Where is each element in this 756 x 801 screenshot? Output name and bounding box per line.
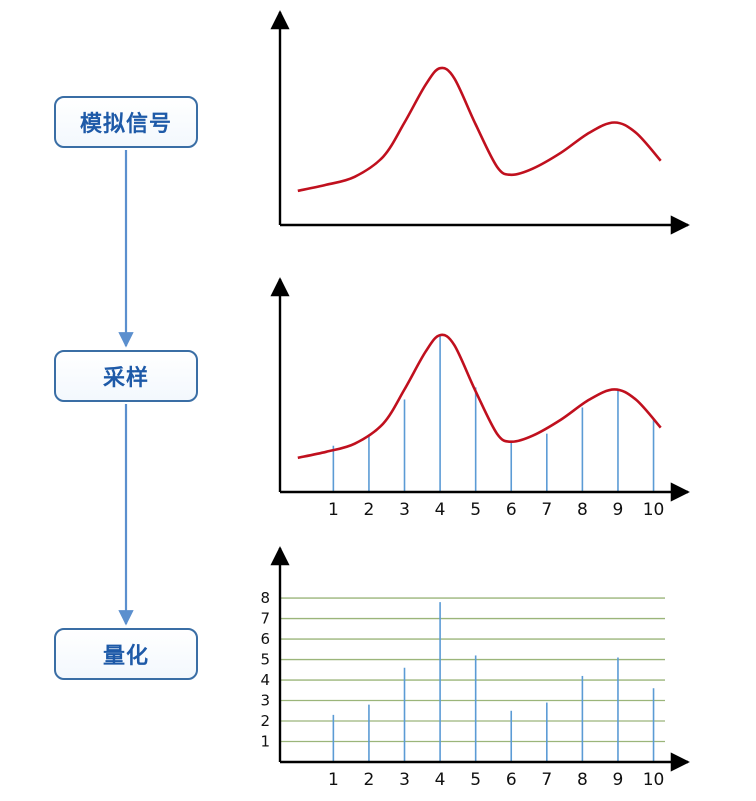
x-tick-label: 8 [577, 500, 588, 520]
step-label-quantization: 量化 [102, 644, 149, 669]
step-box-quantization: 量化 [54, 628, 198, 680]
x-tick-label: 3 [399, 500, 410, 520]
x-tick-label: 2 [364, 770, 375, 790]
x-tick-label: 2 [364, 500, 375, 520]
x-tick-label: 9 [613, 770, 624, 790]
x-tick-label: 4 [435, 770, 446, 790]
y-tick-label: 6 [260, 630, 270, 648]
step-label-analog-signal: 模拟信号 [79, 112, 172, 137]
y-tick-label: 5 [260, 651, 270, 669]
sampling-chart: 1 2 3 4 5 6 7 8 9 10 [270, 277, 690, 520]
analog-signal-curve [297, 66, 662, 193]
x-tick-label: 3 [399, 770, 410, 790]
x-tick-label: 9 [613, 500, 624, 520]
x-tick-label: 10 [643, 770, 665, 790]
y-tick-label: 4 [260, 671, 270, 689]
x-tick-label: 4 [435, 500, 446, 520]
analog-signal-chart [270, 10, 690, 235]
y-tick-label: 7 [260, 610, 270, 628]
x-tick-label: 6 [506, 770, 517, 790]
x-tick-label: 10 [643, 500, 665, 520]
x-tick-label: 1 [328, 770, 339, 790]
x-tick-label: 5 [470, 770, 481, 790]
y-tick-label: 8 [260, 589, 270, 607]
sampled-signal-curve [297, 333, 662, 460]
quantization-chart: 1 2 3 4 5 6 7 8 1 2 3 4 5 6 7 8 9 10 [260, 546, 690, 790]
step-label-sampling: 采样 [102, 366, 149, 391]
x-tick-label: 1 [328, 500, 339, 520]
y-tick-label: 1 [260, 733, 270, 751]
x-tick-label: 8 [577, 770, 588, 790]
y-tick-label: 2 [260, 712, 270, 730]
x-tick-label: 6 [506, 500, 517, 520]
step-box-sampling: 采样 [54, 350, 198, 402]
x-tick-label: 7 [541, 770, 552, 790]
y-tick-label: 3 [260, 692, 270, 710]
x-tick-label: 5 [470, 500, 481, 520]
x-tick-label: 7 [541, 500, 552, 520]
step-box-analog-signal: 模拟信号 [54, 96, 198, 148]
